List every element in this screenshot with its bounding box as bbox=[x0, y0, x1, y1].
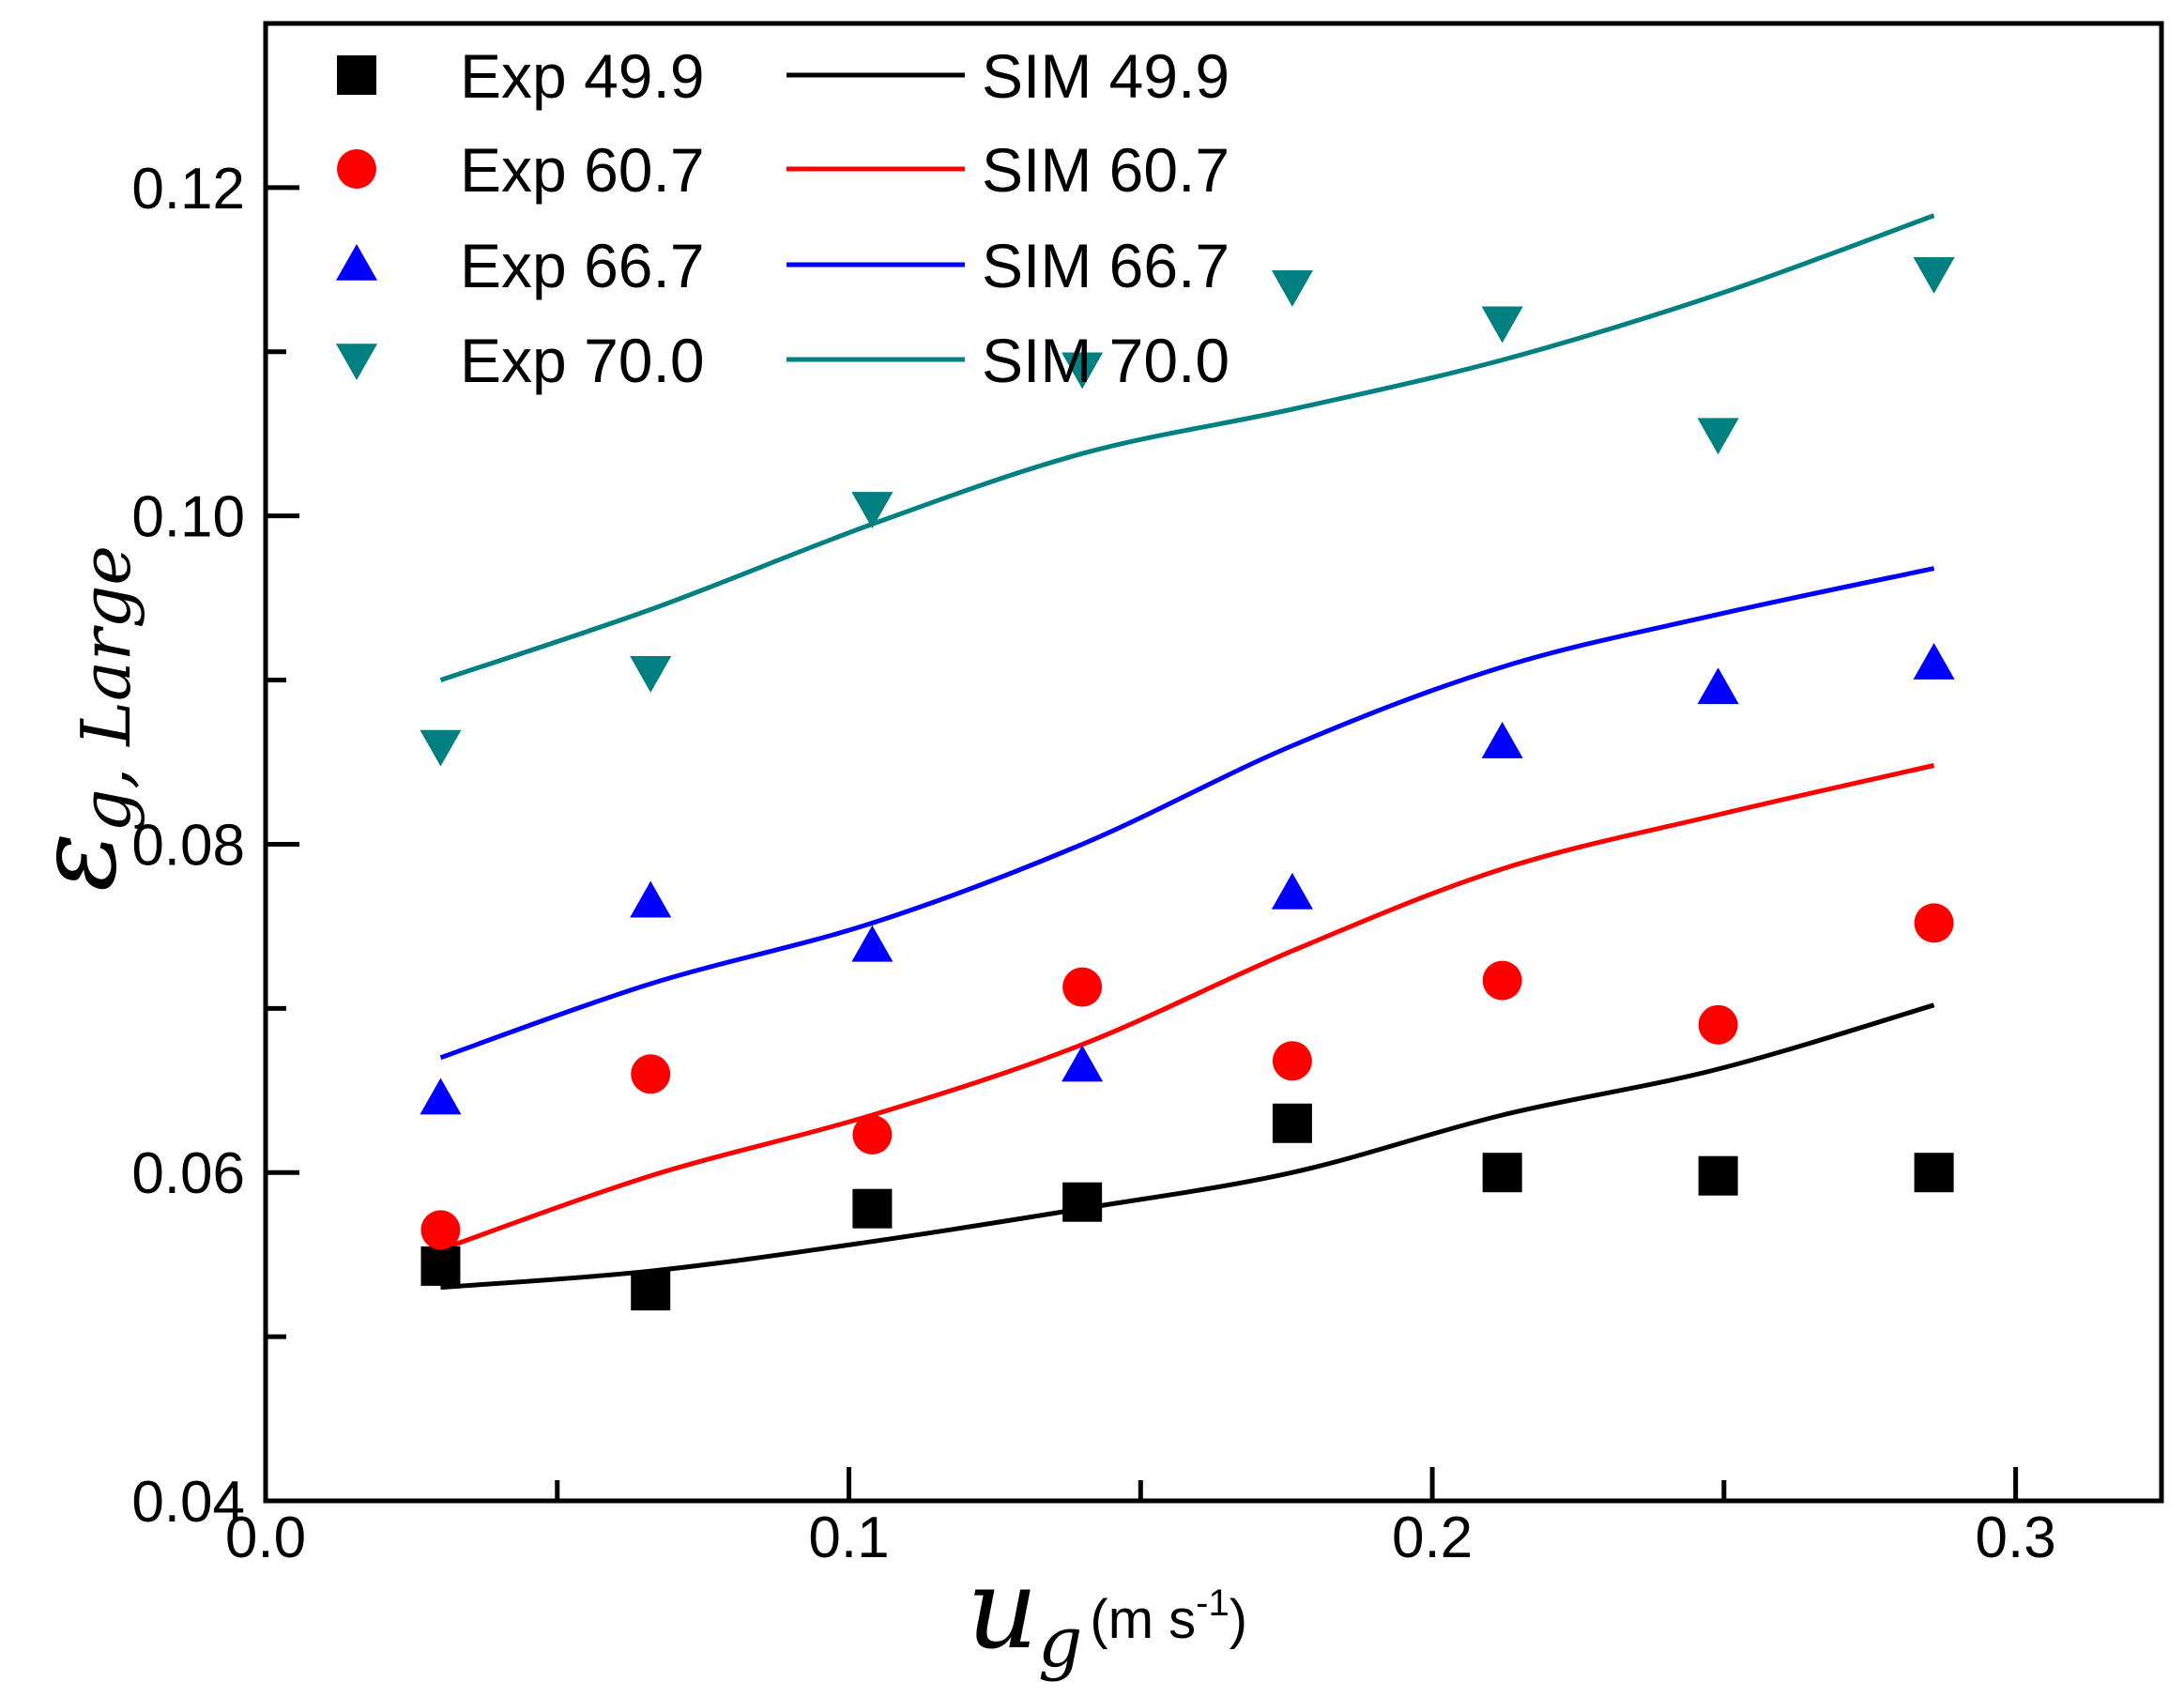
experimental-markers bbox=[420, 257, 1955, 1311]
data-point-triangle-down bbox=[1913, 257, 1955, 294]
simulation-lines bbox=[439, 213, 1935, 1291]
legend-marker-square bbox=[337, 55, 376, 95]
data-point-triangle-up bbox=[1271, 872, 1313, 910]
legend-sim-label: SIM 70.0 bbox=[982, 326, 1229, 395]
legend-marker-triangle-down bbox=[335, 344, 378, 381]
legend-sim-label: SIM 60.7 bbox=[982, 135, 1229, 205]
x-axis-unit: (m s bbox=[1090, 1589, 1196, 1650]
legend-exp-label: Exp 70.0 bbox=[460, 326, 705, 395]
sim-line bbox=[440, 1002, 1935, 1291]
y-tick-label: 0.10 bbox=[131, 485, 245, 550]
data-point-triangle-up bbox=[420, 1078, 462, 1115]
data-point-square bbox=[1272, 1103, 1312, 1143]
data-point-triangle-up bbox=[1913, 643, 1955, 680]
data-point-triangle-up bbox=[1481, 721, 1523, 758]
data-point-circle bbox=[1272, 1041, 1312, 1081]
data-point-circle bbox=[631, 1054, 671, 1094]
data-point-triangle-down bbox=[1481, 306, 1523, 344]
x-axis-unit-close: ) bbox=[1229, 1589, 1247, 1650]
data-point-circle bbox=[1062, 967, 1103, 1007]
x-axis-label: ug (m s-1) bbox=[967, 1544, 1247, 1683]
legend-sim-label: SIM 49.9 bbox=[982, 41, 1229, 111]
data-point-triangle-up bbox=[851, 925, 893, 962]
data-point-triangle-down bbox=[1061, 352, 1104, 390]
data-point-square bbox=[1482, 1153, 1522, 1193]
x-axis-unit-exponent: -1 bbox=[1196, 1582, 1229, 1624]
data-point-circle bbox=[1914, 903, 1954, 943]
y-axis-subscript: g, Large bbox=[67, 545, 145, 833]
data-point-square bbox=[1914, 1153, 1954, 1193]
data-point-triangle-down bbox=[420, 729, 462, 767]
legend: Exp 49.9 Exp 60.7 Exp 66.7 Exp 70.0 SIM 49.9… bbox=[335, 41, 1229, 395]
data-point-triangle-up bbox=[1697, 667, 1739, 705]
y-tick-label: 0.08 bbox=[131, 813, 245, 878]
legend-exp-label: Exp 66.7 bbox=[460, 231, 705, 300]
x-axis-symbol: u bbox=[967, 1544, 1038, 1674]
x-tick-label: 0.1 bbox=[808, 1506, 889, 1570]
data-point-circle bbox=[420, 1210, 461, 1250]
y-tick-label: 0.04 bbox=[131, 1470, 245, 1535]
data-point-triangle-down bbox=[1271, 270, 1313, 307]
sim-line bbox=[439, 763, 1935, 1252]
sim-line bbox=[439, 566, 1935, 1061]
data-point-circle bbox=[1698, 1004, 1738, 1045]
y-tick-label: 0.06 bbox=[131, 1141, 245, 1206]
data-point-triangle-down bbox=[851, 492, 893, 528]
data-point-triangle-up bbox=[630, 880, 672, 918]
legend-marker-circle bbox=[337, 149, 376, 189]
data-point-circle bbox=[852, 1114, 893, 1154]
data-point-triangle-down bbox=[630, 656, 672, 693]
y-tick-label: 0.12 bbox=[131, 157, 245, 222]
data-point-square bbox=[1062, 1182, 1103, 1222]
x-axis-subscript: g bbox=[1038, 1602, 1082, 1683]
y-axis-symbol: ε bbox=[11, 833, 141, 892]
x-tick-label: 0.0 bbox=[225, 1506, 306, 1570]
data-point-triangle-up bbox=[1061, 1045, 1104, 1082]
sim-line bbox=[439, 213, 1935, 682]
data-point-square bbox=[852, 1188, 893, 1229]
legend-sim-label: SIM 66.7 bbox=[982, 231, 1229, 300]
data-point-circle bbox=[1482, 960, 1522, 1001]
data-point-square bbox=[420, 1246, 461, 1286]
legend-marker-triangle-up bbox=[335, 243, 378, 281]
legend-exp-label: Exp 49.9 bbox=[460, 41, 705, 111]
data-point-square bbox=[1698, 1155, 1738, 1196]
x-tick-label: 0.2 bbox=[1392, 1506, 1473, 1570]
legend-exp-label: Exp 60.7 bbox=[460, 135, 705, 205]
x-tick-label: 0.3 bbox=[1976, 1506, 2056, 1570]
data-point-triangle-down bbox=[1697, 418, 1739, 455]
data-point-square bbox=[631, 1271, 671, 1311]
plot-frame bbox=[263, 21, 2164, 1504]
y-axis-label: εg, Large bbox=[11, 545, 145, 892]
